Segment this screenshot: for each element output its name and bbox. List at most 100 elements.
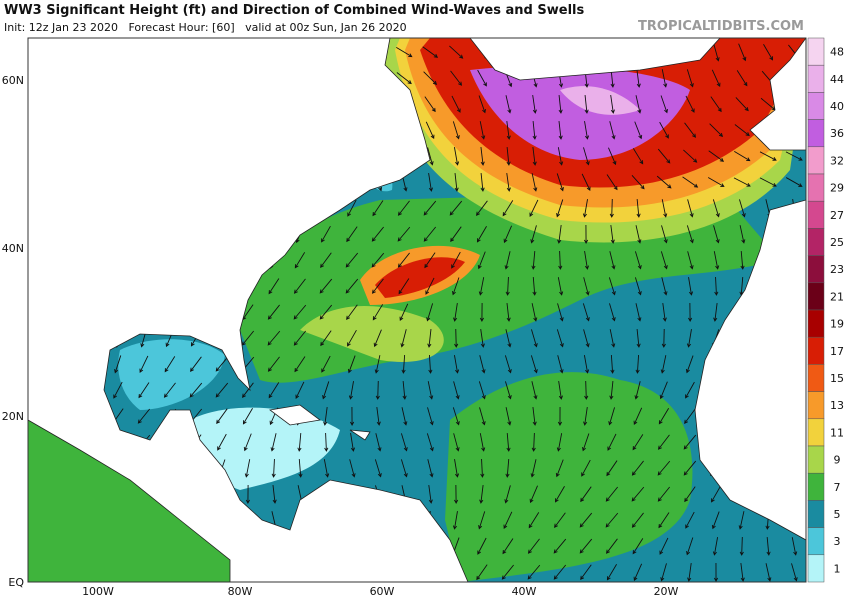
colorbar-label: 27 [830, 209, 844, 222]
wind-arrow [505, 95, 512, 114]
wind-arrow [660, 95, 668, 114]
wind-arrow [657, 486, 670, 502]
wind-arrow [347, 329, 357, 347]
wind-arrow [558, 381, 563, 400]
wind-arrow [454, 459, 460, 478]
wind-arrow [216, 408, 228, 425]
wind-arrow [736, 70, 748, 87]
wind-arrow [453, 303, 458, 322]
wind-arrow [661, 277, 668, 296]
wind-arrow [633, 407, 643, 426]
wind-arrow [791, 563, 798, 582]
wind-arrow [321, 225, 331, 243]
colorbar-swatch [807, 554, 825, 583]
colorbar-swatch [807, 92, 825, 120]
wind-arrow [163, 382, 176, 398]
wind-arrow [426, 303, 434, 322]
wind-arrow [272, 485, 277, 504]
wind-arrow [297, 432, 302, 452]
wind-arrow [242, 408, 253, 425]
wind-arrow [504, 485, 511, 504]
colorbar-swatch [807, 364, 825, 392]
colorbar-swatch [807, 336, 825, 365]
wind-arrow [322, 381, 330, 400]
wind-arrow [683, 149, 698, 163]
wind-arrow [609, 303, 616, 322]
wind-arrow [504, 355, 512, 374]
wind-arrow [581, 173, 591, 191]
wind-arrow [531, 432, 536, 452]
wind-arrow [661, 199, 668, 218]
wind-arrow [428, 485, 433, 504]
wind-arrow [661, 328, 666, 348]
colorbar: 48 44 40 36 32 29 27 25 23 21 19 17 15 13 11 9 7 5 3 1 [807, 37, 844, 583]
wind-arrow [581, 459, 591, 477]
wind-arrow [532, 276, 537, 296]
wind-arrow [659, 121, 669, 139]
wind-arrow [528, 512, 540, 529]
wind-arrow [423, 226, 437, 242]
wind-arrow [660, 251, 668, 270]
wind-arrow [683, 460, 697, 476]
colorbar-label: 32 [830, 154, 844, 167]
wind-arrow [396, 72, 412, 85]
colorbar-swatch [807, 418, 825, 447]
wind-arrow [422, 46, 439, 58]
wind-arrow [631, 460, 644, 476]
wind-arrow [501, 564, 514, 580]
field-17 [375, 257, 465, 298]
wind-arrow [476, 226, 487, 243]
wind-arrow [765, 563, 772, 582]
wind-arrow [477, 537, 487, 555]
wind-arrow [682, 176, 699, 188]
land-greenland [469, 38, 721, 81]
wind-arrow [657, 434, 670, 450]
colorbar-swatch [807, 119, 825, 148]
colorbar-label: 17 [830, 345, 844, 358]
colorbar-label: 15 [830, 372, 844, 385]
wind-arrow [734, 151, 751, 162]
subtitle: Init: 12z Jan 23 2020 Forecast Hour: [60… [4, 21, 407, 34]
wind-arrow [453, 147, 460, 166]
wind-arrow [713, 43, 720, 62]
colorbar-swatch [807, 146, 825, 175]
wind-arrow [785, 177, 803, 187]
colorbar-swatch [807, 64, 825, 93]
wind-arrow [426, 433, 434, 452]
wind-arrow [606, 174, 618, 191]
wind-arrow [478, 381, 486, 400]
wind-arrow [478, 95, 486, 114]
wind-arrow [556, 173, 564, 192]
wind-arrow [244, 459, 251, 478]
colorbar-label: 5 [834, 508, 841, 521]
wind-arrow [582, 199, 588, 218]
wind-arrow [584, 251, 590, 270]
wind-arrow [530, 225, 537, 244]
lon-label: 60W [370, 585, 395, 598]
wind-arrow [374, 355, 381, 374]
wind-arrow [712, 199, 720, 218]
colorbar-swatch [807, 391, 825, 420]
wind-arrow [243, 433, 252, 452]
wind-arrow [372, 304, 384, 321]
wind-arrow [759, 151, 777, 161]
wind-arrow [557, 406, 563, 426]
wind-arrow [449, 45, 464, 59]
lon-label: 40W [512, 585, 537, 598]
colorbar-label: 13 [830, 399, 844, 412]
wind-arrow [734, 124, 750, 137]
wind-arrow [657, 460, 671, 476]
wind-arrow [635, 95, 642, 114]
wind-arrow [505, 276, 510, 296]
wind-arrow [583, 224, 589, 244]
wind-arrow [320, 330, 332, 347]
wind-arrow [610, 225, 615, 244]
wind-arrow [372, 200, 384, 217]
wind-arrow [733, 177, 751, 187]
wind-arrow [215, 382, 229, 398]
wind-arrow [114, 355, 122, 374]
wind-arrow [636, 329, 641, 348]
wind-arrow [454, 484, 459, 504]
wind-arrow [553, 538, 567, 554]
wind-arrow [580, 486, 592, 503]
